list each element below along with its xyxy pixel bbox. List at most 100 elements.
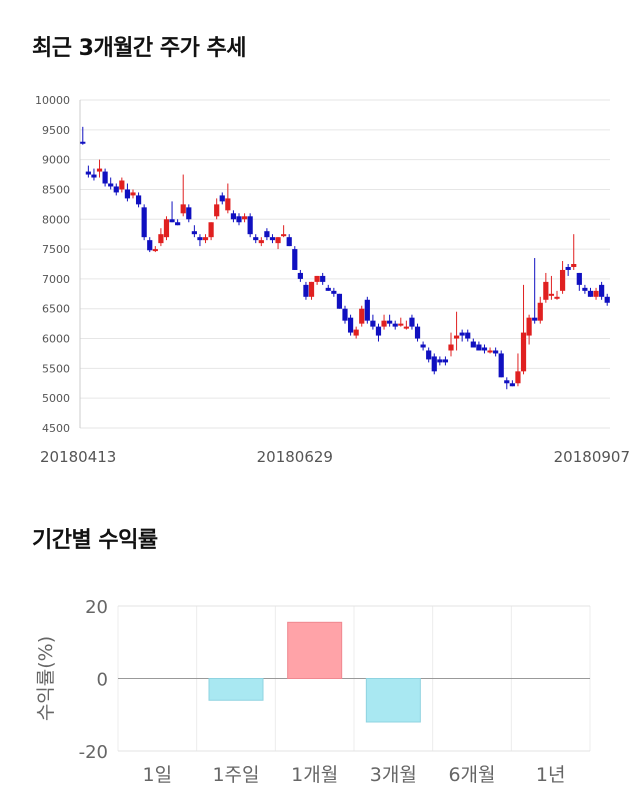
candle [253,234,259,244]
candle-body [426,350,432,360]
candle [370,314,376,330]
candle-body [576,272,582,285]
candle [292,246,298,270]
candle-body [119,180,125,190]
candle-body [275,237,281,244]
candle-body [537,302,543,321]
candle [554,290,560,300]
candle [186,204,192,223]
candle [515,353,521,387]
y-tick-label: 4500 [42,422,70,435]
y-axis-label: 수익률(%) [35,636,57,721]
x-tick-label: 1주일 [212,764,259,786]
y-tick-label: 9000 [42,154,70,167]
candle-body [191,231,197,235]
candle-body [180,204,186,214]
candle-body [102,171,108,184]
candle [559,261,566,294]
candle-body [258,240,264,244]
candle [481,344,488,354]
candle [241,213,248,223]
y-tick-label: 6500 [42,303,70,316]
candle [119,177,125,193]
candle-body [387,320,393,324]
y-tick-label: 9500 [42,124,70,137]
candle-body [370,320,376,327]
candle [108,177,114,190]
candle [214,198,220,220]
return-bar [365,678,421,723]
candle [387,314,393,327]
candle-body [85,171,91,175]
candle-body [241,216,248,220]
candle [264,228,270,241]
candle [532,258,538,324]
candle [420,341,426,351]
candle-body [470,341,476,348]
y-tick-label: 8000 [42,213,70,226]
candle [353,326,359,339]
candle-body [359,308,365,324]
candle-body [509,383,515,387]
candle-body [269,237,276,241]
candle [275,237,281,250]
candle [431,353,437,375]
candle-body [331,290,337,294]
candle [297,269,303,282]
chart2-title: 기간별 수익률 [32,528,158,553]
candle [320,272,326,285]
candle-body [465,332,471,339]
candle [359,305,365,327]
candle-body [398,323,404,326]
return-bar [287,621,343,679]
candle [336,293,343,309]
candle [325,284,331,291]
candle [587,287,594,297]
candle [509,380,515,387]
candle [604,293,610,306]
candle [576,272,582,291]
y-tick-label: 20 [85,597,108,618]
candle-body [163,219,170,238]
candle [331,287,337,297]
candle-body [420,344,426,348]
candle [599,281,605,300]
candle [113,183,119,196]
x-tick-label: 1년 [536,764,566,786]
candle-body [481,347,488,351]
candle [476,341,482,351]
candle [364,296,370,324]
candle [163,216,170,241]
candle [124,183,131,202]
candle-body [364,299,370,321]
x-tick-label: 1개월 [291,764,338,786]
candle [571,234,577,270]
candle-body [247,216,253,235]
candle [180,174,186,217]
candle-body [342,308,348,321]
candle [286,234,292,247]
candle [141,204,147,241]
candle [398,317,404,327]
candle-body [214,204,220,217]
candle-body [559,269,566,291]
candle [565,264,571,276]
candle-body [264,231,270,238]
candle [403,320,409,330]
candle-body [487,350,493,353]
candle-body [448,344,454,351]
candle [236,213,242,226]
candle-body [152,249,158,252]
candle-body [504,380,510,384]
chart1-title: 최근 3개월간 주가 추세 [32,36,246,61]
candle-body [442,359,449,363]
y-tick-label: -20 [79,742,108,763]
candle [414,323,421,342]
candle [258,237,264,247]
y-tick-label: 8500 [42,183,70,196]
candle-body [219,195,225,202]
candle-body [314,275,320,282]
candle [498,350,504,378]
candle [219,192,225,205]
return-bar [208,678,264,701]
